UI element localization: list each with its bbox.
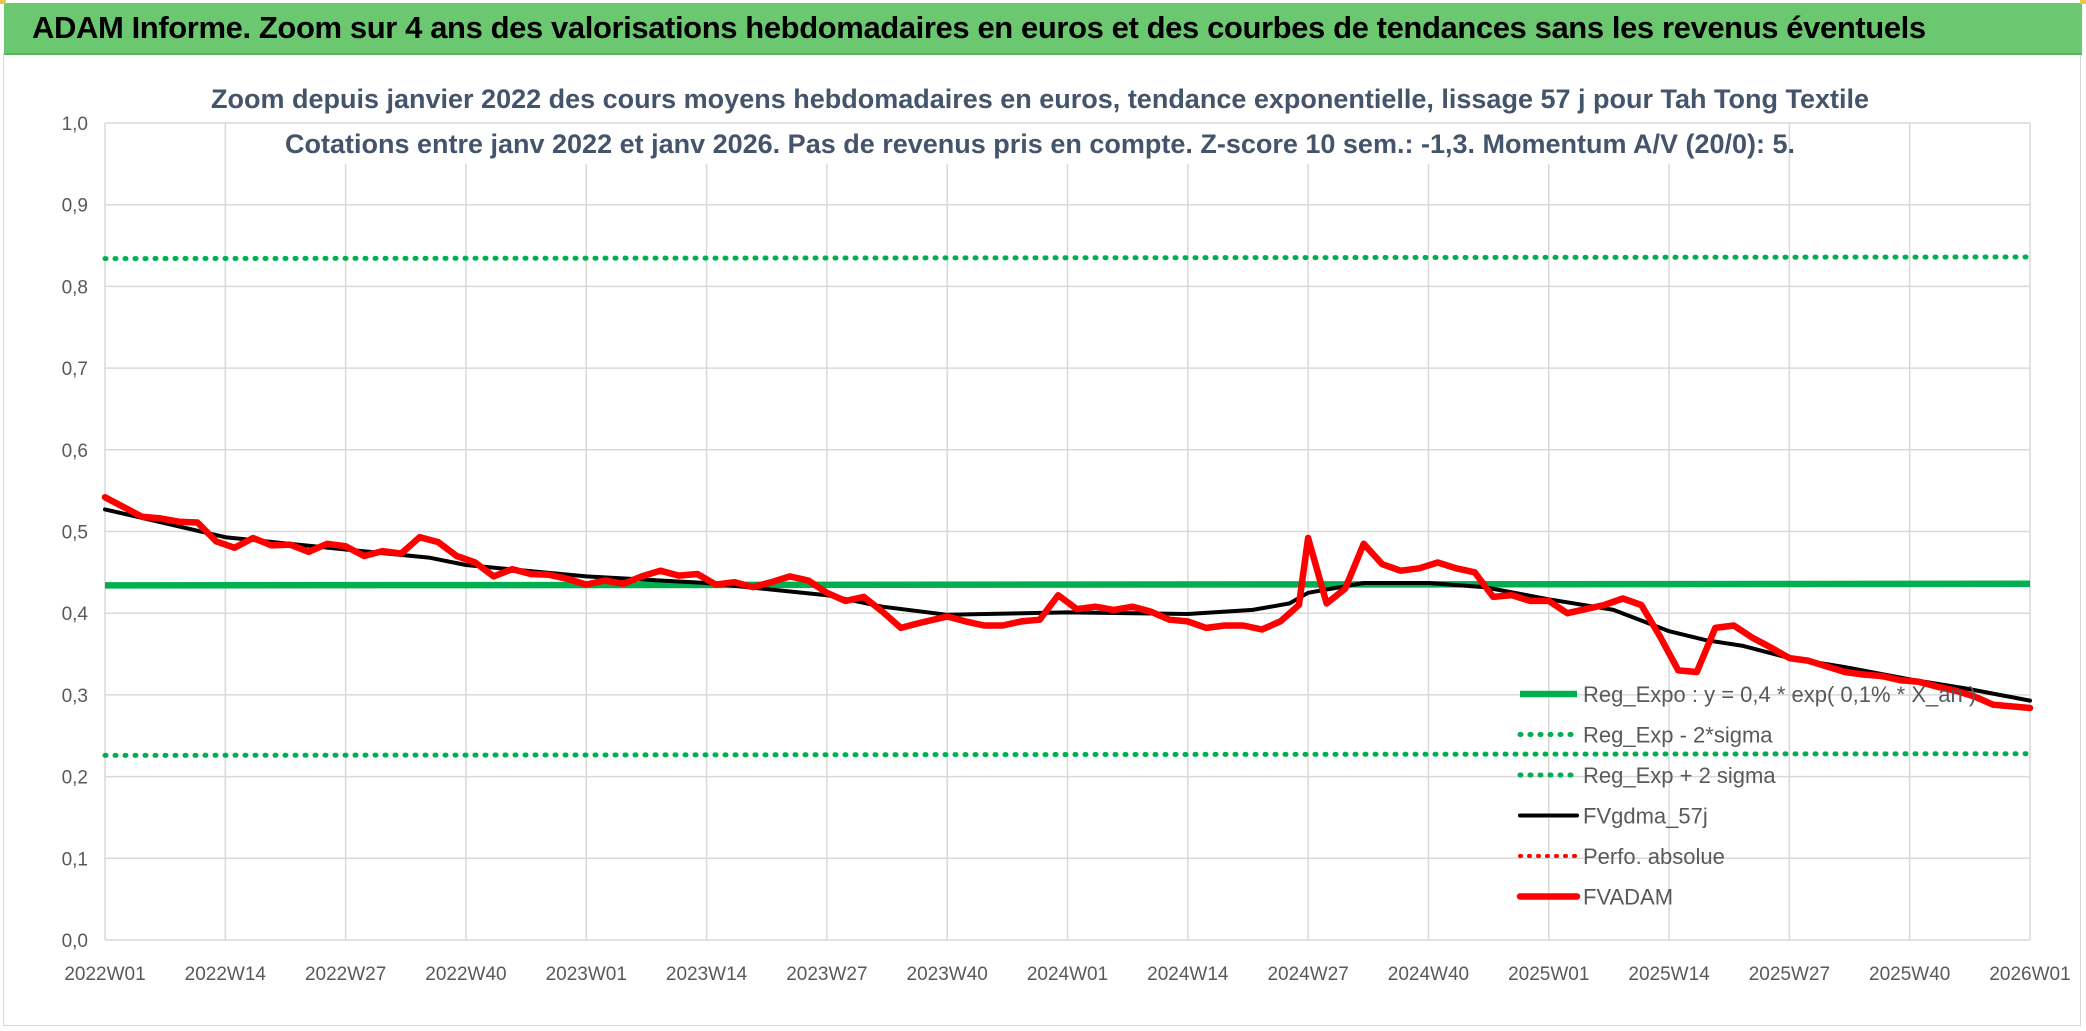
x-tick-label: 2024W40 — [1388, 964, 1469, 985]
legend-fvgdma-57j-label: FVgdma_57j — [1583, 804, 1708, 829]
x-tick-label: 2022W40 — [425, 964, 506, 985]
corner-mark-top-right — [2080, 0, 2086, 4]
y-tick-label: 0,8 — [62, 277, 88, 298]
legend-perfo-absolue-label: Perfo. absolue — [1583, 844, 1725, 869]
legend-reg-expo-label: Reg_Expo : y = 0,4 * exp( 0,1% * X_an ) — [1583, 682, 1976, 707]
chart-title-background — [315, 124, 1765, 164]
x-tick-label: 2025W27 — [1749, 964, 1830, 985]
y-tick-label: 0,5 — [62, 523, 88, 544]
series-reg-expo-line — [104, 580, 2031, 589]
x-tick-label: 2025W40 — [1869, 964, 1950, 985]
x-tick-label: 2023W27 — [786, 964, 867, 985]
legend-fvadam-label: FVADAM — [1583, 885, 1673, 910]
corner-mark-top-left — [0, 0, 6, 4]
chart-title-line: Cotations entre janv 2022 et janv 2026. … — [285, 129, 1795, 159]
y-tick-label: 0,4 — [62, 604, 89, 625]
legend-reg-exp-plus-2sigma-label: Reg_Exp + 2 sigma — [1583, 763, 1776, 788]
x-tick-label: 2023W14 — [666, 964, 748, 985]
x-tick-label: 2024W01 — [1027, 964, 1108, 985]
y-tick-label: 0,6 — [62, 441, 88, 462]
y-tick-label: 0,9 — [62, 196, 88, 217]
y-tick-label: 0,2 — [62, 768, 88, 789]
x-tick-label: 2022W01 — [64, 964, 145, 985]
series-fvadam-line — [101, 493, 2034, 712]
series-reg-exp-minus-2sigma-line — [102, 751, 2033, 758]
chart-title-line: Zoom depuis janvier 2022 des cours moyen… — [211, 84, 1869, 114]
x-tick-label: 2024W27 — [1267, 964, 1348, 985]
y-tick-label: 0,0 — [62, 931, 88, 952]
chart-title-background — [315, 79, 1765, 119]
x-tick-label: 2023W01 — [546, 964, 627, 985]
x-tick-label: 2022W27 — [305, 964, 386, 985]
x-tick-label: 2025W14 — [1628, 964, 1710, 985]
y-tick-label: 0,1 — [62, 849, 88, 870]
x-tick-label: 2025W01 — [1508, 964, 1589, 985]
x-tick-label: 2026W01 — [1989, 964, 2070, 985]
legend-reg-exp-minus-2sigma-label: Reg_Exp - 2*sigma — [1583, 723, 1773, 748]
header-banner: ADAM Informe. Zoom sur 4 ans des valoris… — [4, 3, 2082, 55]
x-tick-label: 2023W40 — [907, 964, 988, 985]
y-tick-label: 1,0 — [62, 114, 88, 135]
series-reg-exp-plus-2sigma-line — [102, 254, 2033, 262]
x-tick-label: 2022W14 — [185, 964, 267, 985]
y-tick-label: 0,7 — [62, 359, 88, 380]
x-tick-label: 2024W14 — [1147, 964, 1229, 985]
y-tick-label: 0,3 — [62, 686, 88, 707]
header-title: ADAM Informe. Zoom sur 4 ans des valoris… — [32, 10, 1926, 45]
